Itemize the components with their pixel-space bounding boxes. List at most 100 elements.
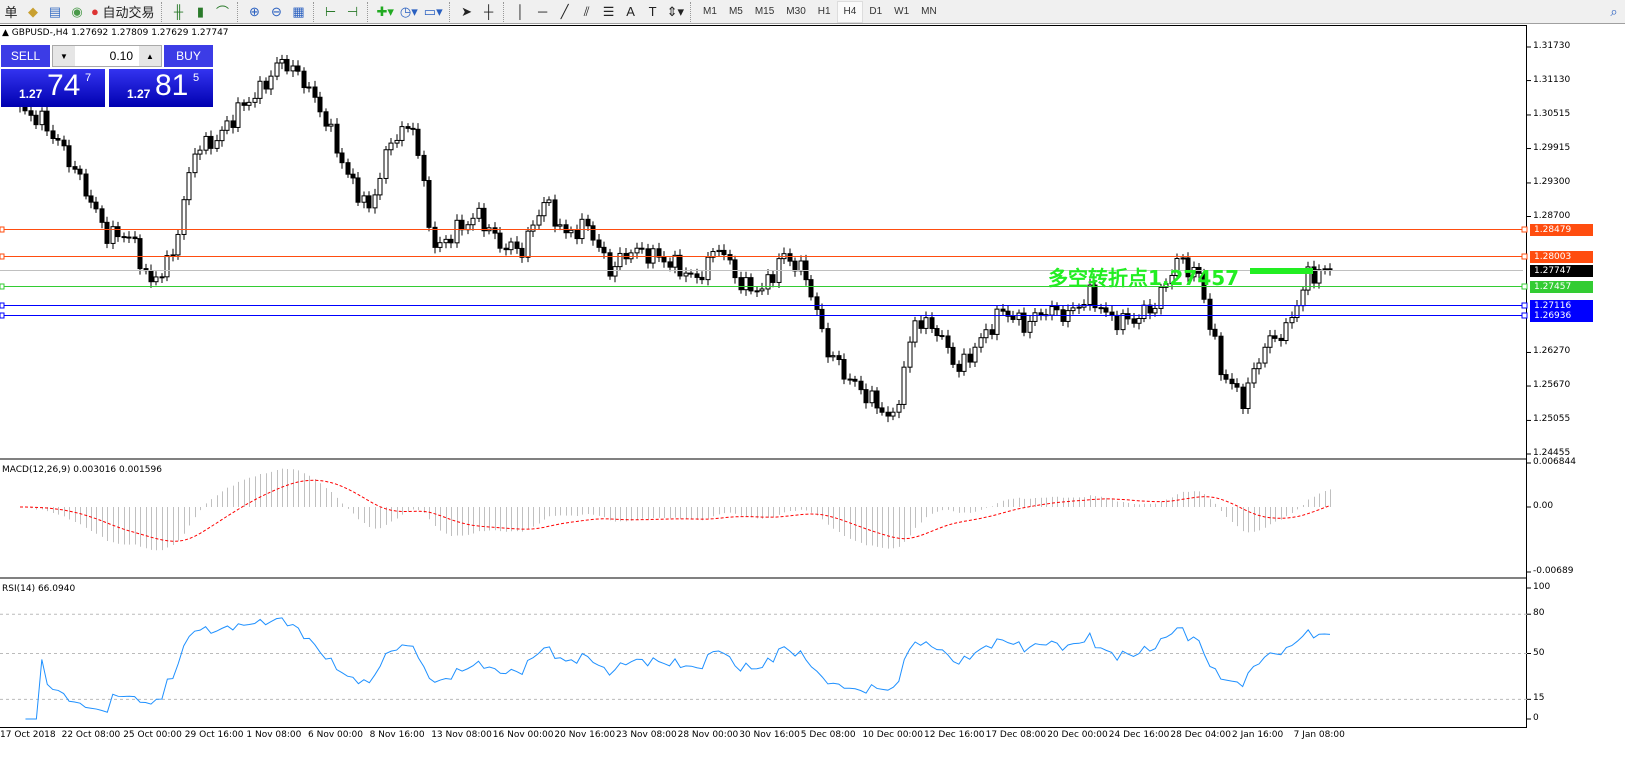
candle-body — [399, 126, 405, 141]
timeframe-m1[interactable]: M1 — [703, 6, 717, 17]
level-handle — [0, 302, 5, 309]
candle-body — [874, 390, 880, 409]
fibonacci-icon[interactable]: ☰ — [602, 3, 615, 19]
candlestick-icon[interactable]: ▮ — [196, 3, 205, 19]
candle-body — [470, 217, 476, 226]
candle-body — [994, 308, 1000, 335]
chart-symbol: GBPUSD- — [11, 28, 53, 38]
profile-icon[interactable]: ▤ — [48, 3, 62, 19]
periods-icon[interactable]: ◷▾ — [399, 3, 418, 19]
macd-axis-label: 0.00 — [1533, 501, 1554, 511]
candle-body — [1267, 335, 1273, 348]
candle-body — [481, 207, 487, 232]
candle-body — [683, 272, 689, 277]
level-handle — [0, 226, 5, 233]
candle-body — [721, 249, 727, 256]
candle-body — [1311, 266, 1317, 284]
candle-body — [55, 137, 61, 141]
text-icon[interactable]: A — [626, 4, 635, 19]
auto-trade-button[interactable]: ● 自动交易 — [88, 1, 158, 23]
price-axis-label: 1.31130 — [1533, 74, 1571, 85]
timeframe-m30[interactable]: M30 — [786, 6, 806, 17]
crosshair-icon[interactable]: ┼ — [484, 4, 494, 19]
templates-icon[interactable]: ▭▾ — [423, 3, 443, 19]
rsi-axis-label: 0 — [1533, 713, 1539, 723]
sell-button[interactable]: SELL — [1, 45, 50, 67]
autoscroll-icon[interactable]: ⊣ — [346, 3, 359, 19]
timeframe-d1[interactable]: D1 — [869, 6, 883, 17]
candle-body — [443, 238, 449, 244]
horizontal-line-icon[interactable]: ─ — [538, 4, 548, 19]
zoom-out-icon[interactable]: ⊖ — [271, 3, 282, 19]
search-icon[interactable]: ⌕ — [1610, 3, 1618, 19]
timeframe-w1[interactable]: W1 — [894, 6, 910, 17]
candle-body — [514, 241, 520, 249]
candle-body — [1174, 257, 1180, 276]
candle-body — [765, 274, 771, 290]
candle-body — [1131, 318, 1137, 324]
lot-size-input[interactable]: 0.10 — [109, 49, 133, 63]
cursor-icon[interactable]: ➤ — [461, 3, 473, 19]
chart-shift-icon[interactable]: ⊢ — [324, 3, 337, 19]
buy-button[interactable]: BUY — [164, 45, 213, 67]
candle-body — [1245, 382, 1251, 409]
trendline-icon[interactable]: ╱ — [560, 3, 569, 19]
timeframe-m15[interactable]: M15 — [754, 6, 775, 17]
rsi-axis-label: 100 — [1533, 582, 1551, 592]
timeframe-h1[interactable]: H1 — [817, 6, 831, 17]
candle-body — [137, 238, 143, 270]
candle-body — [1322, 268, 1328, 271]
candle-body — [841, 359, 847, 380]
equidistant-channel-icon[interactable]: ⫽ — [583, 3, 590, 19]
level-handle — [1521, 312, 1528, 319]
candle-body — [93, 201, 99, 210]
candle-body — [929, 317, 935, 330]
sell-price-button[interactable]: 1.27 74 7 — [1, 69, 105, 107]
increase-lot-icon[interactable]: ▲ — [139, 46, 161, 66]
date-axis-label: 29 Oct 16:00 — [184, 730, 244, 740]
candle-body — [732, 259, 738, 279]
tile-windows-icon[interactable]: ▦ — [292, 3, 305, 19]
zoom-in-icon[interactable]: ⊕ — [249, 3, 260, 19]
arrows-icon[interactable]: ⇕▾ — [666, 3, 685, 19]
candle-body — [945, 335, 951, 348]
decrease-lot-icon[interactable]: ▼ — [53, 46, 75, 66]
candle-body — [339, 152, 345, 164]
pivot-annotation[interactable]: 多空转折点1.27457 — [1048, 266, 1240, 290]
candle-body — [83, 173, 89, 197]
bar-chart-icon[interactable]: ╫ — [173, 4, 184, 19]
auto-trade-label: 自动交易 — [102, 5, 155, 20]
line-chart-icon[interactable]: ⌒ — [215, 5, 229, 20]
candle-body — [607, 252, 613, 277]
price-axis-label: 1.26270 — [1533, 346, 1571, 357]
candle-body — [863, 389, 869, 404]
lot-size-stepper[interactable]: ▼ 0.10 ▲ — [52, 45, 162, 67]
separator — [690, 1, 694, 22]
candle-body — [530, 224, 536, 232]
sell-price-sup: 7 — [85, 72, 92, 84]
separator — [448, 1, 453, 22]
text-label-icon[interactable]: T — [648, 4, 657, 19]
candle-body — [361, 195, 367, 203]
candle-body — [317, 96, 323, 113]
buy-price-button[interactable]: 1.27 81 5 — [109, 69, 213, 107]
new-chart-icon[interactable]: ✚▾ — [376, 3, 394, 19]
chart-window[interactable] — [0, 25, 1527, 728]
date-axis-label: 2 Jan 16:00 — [1232, 730, 1284, 740]
candle-body — [601, 246, 607, 254]
candle-body — [121, 236, 127, 239]
folder-icon[interactable]: ◆ — [28, 3, 38, 19]
candle-body — [274, 62, 280, 77]
candle-body — [978, 337, 984, 348]
timeframe-h4[interactable]: H4 — [836, 0, 864, 23]
timeframe-mn[interactable]: MN — [921, 6, 937, 17]
candle-body — [355, 177, 361, 203]
candle-body — [787, 253, 793, 262]
vertical-line-icon[interactable]: │ — [516, 4, 525, 19]
candle-body — [1283, 322, 1289, 342]
signal-icon[interactable]: ◉ — [71, 3, 83, 19]
timeframe-m5[interactable]: M5 — [728, 6, 743, 17]
candle-body — [448, 238, 454, 244]
candle-body — [885, 411, 891, 417]
